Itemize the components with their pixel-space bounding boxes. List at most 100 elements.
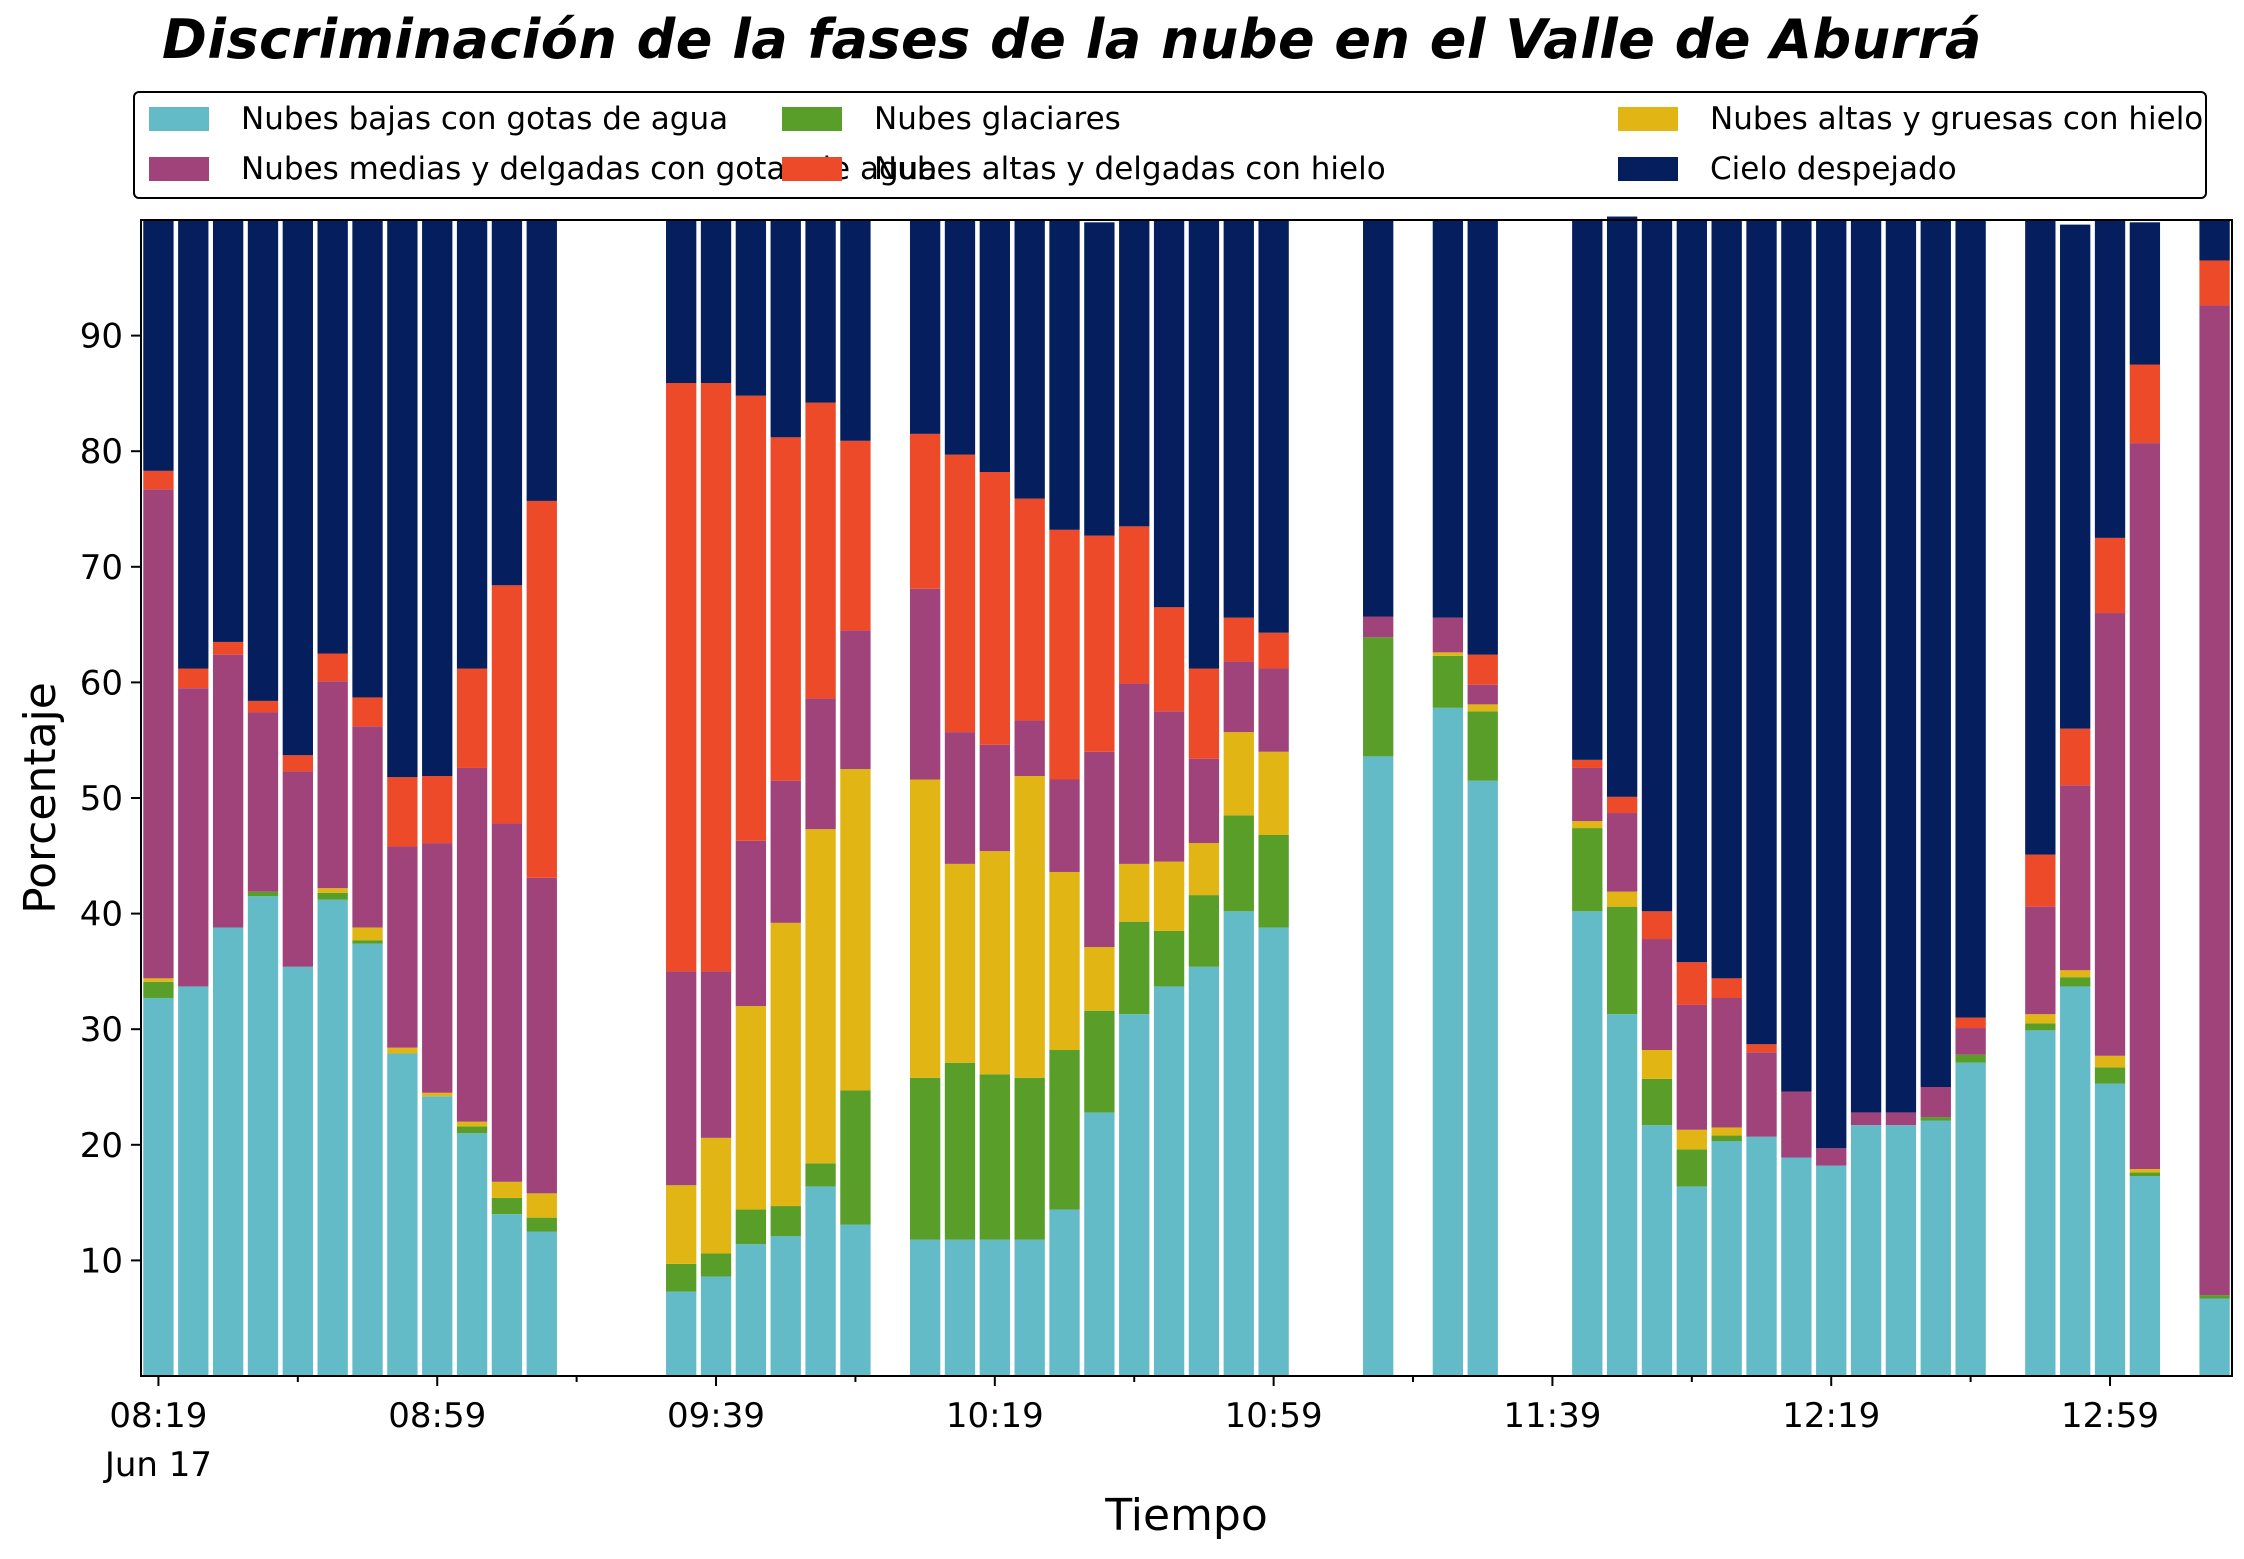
bar-segment-nubes-bajas-con-gotas-de-agua — [1572, 911, 1603, 1376]
bar-segment-nubes-bajas-con-gotas-de-agua — [387, 1053, 418, 1376]
bar-segment-nubes-altas-y-delgadas-con-hielo — [1223, 617, 1254, 662]
bar-segment-nubes-glaciares — [1363, 637, 1394, 757]
bar-segment-cielo-despejado — [735, 220, 767, 396]
bar-segment-nubes-glaciares — [1955, 1054, 1986, 1063]
bar-segment-nubes-bajas-con-gotas-de-agua — [317, 899, 348, 1376]
bar-segment-nubes-glaciares — [352, 940, 383, 944]
bar-segment-nubes-medias-y-delgadas-con-gotas-de-agua — [1641, 939, 1673, 1051]
bar-segment-nubes-glaciares — [700, 1253, 732, 1277]
bar-segment-nubes-glaciares — [979, 1074, 1010, 1240]
bar-segment-nubes-glaciares — [1188, 895, 1220, 967]
bar-segment-cielo-despejado — [979, 220, 1010, 473]
bar-segment-nubes-altas-y-gruesas-con-hielo — [352, 927, 383, 941]
y-tick-label: 80 — [80, 432, 123, 472]
bar-segment-nubes-altas-y-gruesas-con-hielo — [1153, 861, 1185, 931]
bar-segment-cielo-despejado — [2199, 220, 2230, 261]
bar-segment-nubes-medias-y-delgadas-con-gotas-de-agua — [840, 630, 871, 770]
bar-segment-nubes-altas-y-delgadas-con-hielo — [700, 383, 732, 972]
bar-segment-nubes-medias-y-delgadas-con-gotas-de-agua — [422, 843, 453, 1093]
bar-segment-nubes-medias-y-delgadas-con-gotas-de-agua — [1223, 661, 1254, 733]
legend-swatch — [149, 157, 209, 181]
bar-segment-nubes-glaciares — [2060, 977, 2091, 987]
bar-segment-nubes-glaciares — [1467, 711, 1498, 781]
bar-segment-nubes-bajas-con-gotas-de-agua — [1363, 756, 1394, 1376]
legend-swatch — [782, 107, 842, 131]
bar-segment-nubes-bajas-con-gotas-de-agua — [770, 1236, 801, 1376]
bar-segment-nubes-altas-y-delgadas-con-hielo — [1153, 607, 1185, 712]
bar-segment-nubes-medias-y-delgadas-con-gotas-de-agua — [1014, 720, 1045, 777]
bar-segment-nubes-bajas-con-gotas-de-agua — [700, 1276, 732, 1376]
bar-segment-nubes-bajas-con-gotas-de-agua — [805, 1186, 836, 1376]
bar-segment-nubes-altas-y-gruesas-con-hielo — [2094, 1055, 2126, 1068]
bar-segment-nubes-bajas-con-gotas-de-agua — [1955, 1062, 1986, 1376]
chart-title: Discriminación de la fases de la nube en… — [162, 8, 1982, 71]
bar-segment-nubes-bajas-con-gotas-de-agua — [1781, 1157, 1812, 1376]
bar-segment-cielo-despejado — [2025, 220, 2056, 855]
bar-segment-nubes-altas-y-gruesas-con-hielo — [1049, 871, 1080, 1050]
bar-segment-cielo-despejado — [805, 220, 836, 403]
bar-segment-cielo-despejado — [491, 220, 523, 586]
bar-segment-nubes-bajas-con-gotas-de-agua — [2199, 1298, 2230, 1376]
bar-segment-nubes-bajas-con-gotas-de-agua — [178, 986, 209, 1376]
bar-segment-nubes-bajas-con-gotas-de-agua — [1119, 1014, 1150, 1376]
bar-segment-cielo-despejado — [1955, 220, 1986, 1018]
bar-segment-nubes-altas-y-delgadas-con-hielo — [2129, 364, 2161, 444]
bar-segment-nubes-bajas-con-gotas-de-agua — [143, 997, 174, 1376]
bar-segment-nubes-medias-y-delgadas-con-gotas-de-agua — [282, 771, 313, 967]
bar-segment-nubes-altas-y-gruesas-con-hielo — [700, 1137, 732, 1254]
bar-segment-nubes-glaciares — [2094, 1067, 2126, 1084]
bar-segment-nubes-bajas-con-gotas-de-agua — [1816, 1165, 1847, 1376]
bar-segment-nubes-glaciares — [909, 1077, 941, 1240]
bar-segment-nubes-bajas-con-gotas-de-agua — [1258, 927, 1289, 1376]
bar-segment-cielo-despejado — [1746, 220, 1777, 1045]
bar-segment-nubes-altas-y-delgadas-con-hielo — [1711, 978, 1742, 998]
bar-segment-nubes-bajas-con-gotas-de-agua — [2129, 1176, 2161, 1376]
legend-item-nubes-altas-y-delgadas-con-hielo: Nubes altas y delgadas con hielo — [782, 149, 1386, 189]
legend-label: Cielo despejado — [1710, 151, 1957, 187]
y-tick-label: 60 — [80, 663, 123, 703]
y-tick-label: 90 — [80, 317, 123, 357]
bar-segment-nubes-medias-y-delgadas-con-gotas-de-agua — [247, 712, 279, 892]
bar-segment-nubes-bajas-con-gotas-de-agua — [944, 1239, 976, 1376]
bar-segment-nubes-medias-y-delgadas-con-gotas-de-agua — [387, 846, 418, 1048]
bar-segment-nubes-altas-y-delgadas-con-hielo — [909, 433, 941, 589]
bar-segment-nubes-altas-y-gruesas-con-hielo — [909, 779, 941, 1078]
bar-segment-nubes-altas-y-gruesas-con-hielo — [2129, 1169, 2161, 1173]
bars — [143, 216, 2230, 1376]
bar-segment-nubes-glaciares — [1153, 930, 1185, 987]
bar-segment-nubes-medias-y-delgadas-con-gotas-de-agua — [352, 726, 383, 928]
bar-segment-nubes-bajas-con-gotas-de-agua — [1153, 986, 1185, 1376]
bar-segment-nubes-bajas-con-gotas-de-agua — [1084, 1112, 1115, 1376]
bar-segment-nubes-altas-y-delgadas-con-hielo — [352, 697, 383, 727]
bar-segment-cielo-despejado — [2060, 224, 2091, 729]
bar-segment-nubes-glaciares — [1606, 906, 1638, 1015]
bar-segment-cielo-despejado — [944, 220, 976, 455]
bar-segment-nubes-altas-y-delgadas-con-hielo — [770, 437, 801, 781]
bar-segment-nubes-bajas-con-gotas-de-agua — [1432, 707, 1464, 1376]
bar-segment-nubes-glaciares — [2025, 1023, 2056, 1031]
bar-segment-nubes-medias-y-delgadas-con-gotas-de-agua — [944, 732, 976, 864]
y-tick-label: 70 — [80, 548, 123, 588]
bar-segment-nubes-altas-y-gruesas-con-hielo — [1641, 1050, 1673, 1079]
bar-segment-nubes-glaciares — [666, 1263, 697, 1292]
bar-segment-nubes-altas-y-gruesas-con-hielo — [944, 863, 976, 1063]
bar-segment-cielo-despejado — [317, 220, 348, 654]
bar-segment-nubes-altas-y-gruesas-con-hielo — [422, 1092, 453, 1097]
bar-segment-nubes-glaciares — [1258, 834, 1289, 928]
bar-segment-nubes-altas-y-gruesas-con-hielo — [805, 829, 836, 1164]
bar-segment-nubes-altas-y-delgadas-con-hielo — [456, 668, 488, 768]
bar-segment-nubes-altas-y-delgadas-con-hielo — [178, 668, 209, 689]
bar-segment-cielo-despejado — [247, 220, 279, 701]
bar-segment-nubes-altas-y-gruesas-con-hielo — [1014, 776, 1045, 1078]
bar-segment-nubes-medias-y-delgadas-con-gotas-de-agua — [1363, 616, 1394, 638]
x-tick-label: 12:59 — [2061, 1396, 2159, 1436]
y-tick-label: 40 — [80, 895, 123, 935]
x-tick-sublabel: Jun 17 — [103, 1445, 212, 1485]
bar-segment-nubes-medias-y-delgadas-con-gotas-de-agua — [1467, 684, 1498, 705]
bar-segment-nubes-bajas-con-gotas-de-agua — [1641, 1125, 1673, 1376]
bar-segment-cielo-despejado — [1258, 220, 1289, 633]
legend-swatch — [1618, 107, 1678, 131]
bar-segment-nubes-bajas-con-gotas-de-agua — [1885, 1125, 1917, 1376]
legend-swatch — [1618, 157, 1678, 181]
